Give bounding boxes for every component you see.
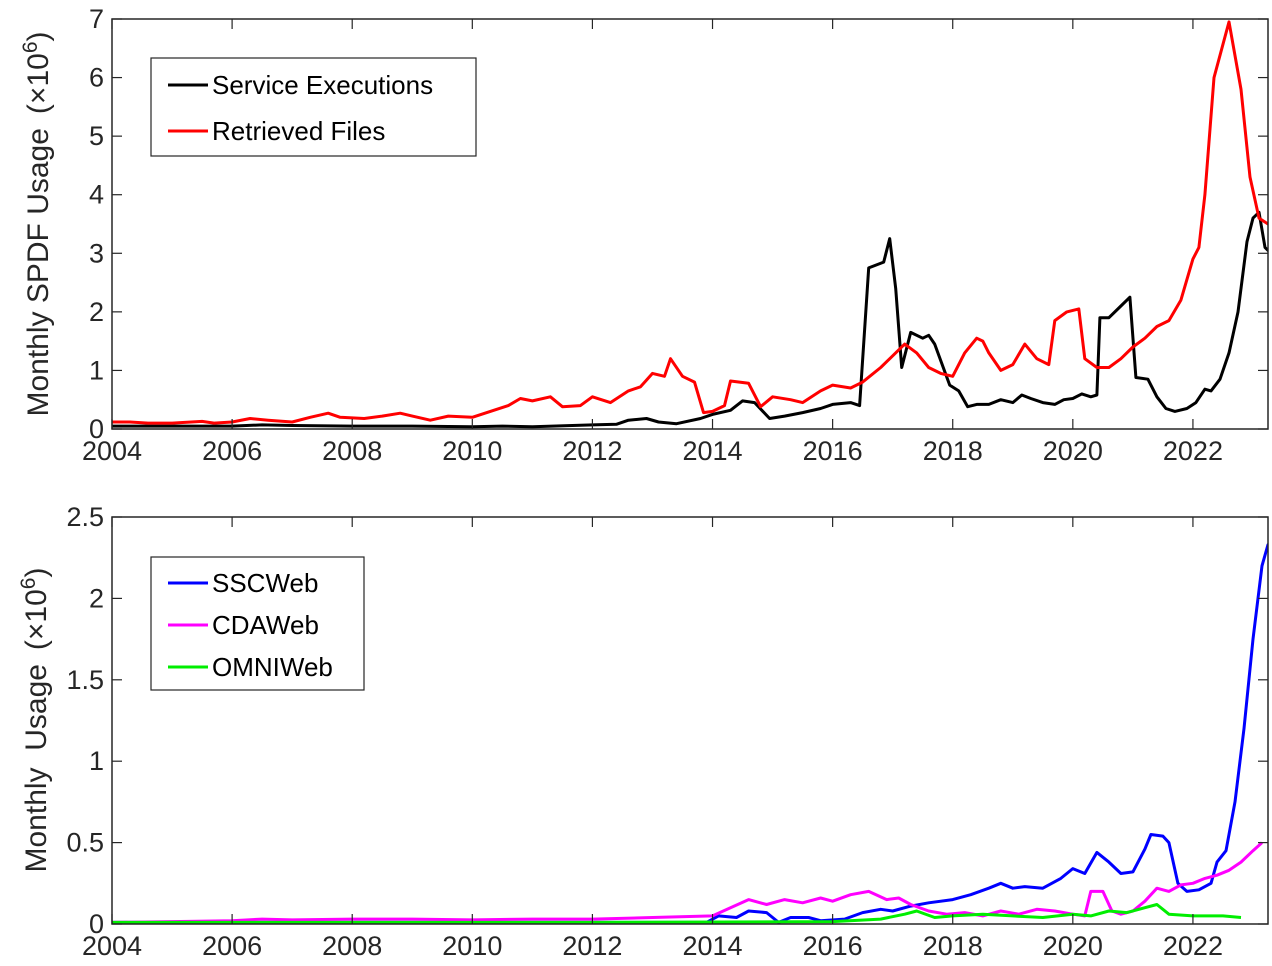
bottom-series-layer: [112, 542, 1268, 924]
top-ticks: 2004 2006 2008 2010 2012 2014 2016 2018 2020 2022…: [82, 4, 1268, 466]
bottom-axes-box: [111, 516, 1269, 925]
top-y-tick-label: 7: [89, 4, 104, 34]
top-y-tick-label: 6: [89, 63, 104, 93]
top-series-service-executions: [112, 210, 1268, 429]
top-y-axis-label-close: ): [22, 31, 55, 41]
top-legend-box: [150, 57, 477, 157]
bottom-series-cdaweb: [112, 841, 1264, 924]
bottom-y-tick-label: 0.5: [66, 828, 104, 858]
top-series-retrieved-files: [112, 20, 1268, 425]
top-x-tick-label: 2016: [803, 436, 863, 466]
bottom-y-tick-label: 0: [89, 909, 104, 939]
top-x-tick-label: 2004: [82, 436, 142, 466]
bottom-x-tick-label: 2008: [322, 931, 382, 961]
bottom-y-axis-label-unit: (×10: [20, 589, 53, 650]
bottom-x-tick-label: 2022: [1163, 931, 1223, 961]
bottom-legend-label-0: SSCWeb: [212, 568, 318, 598]
bottom-legend-label-2: OMNIWeb: [212, 652, 333, 682]
top-x-tick-label: 2010: [442, 436, 502, 466]
top-x-tick-label: 2012: [562, 436, 622, 466]
top-y-tick-label: 2: [89, 297, 104, 327]
bottom-series-omniweb: [112, 903, 1242, 924]
top-x-tick-label: 2022: [1163, 436, 1223, 466]
bottom-y-axis-label-close: ): [20, 567, 53, 577]
top-legend: Service Executions Retrieved Files: [150, 57, 477, 157]
bottom-x-tick-label: 2004: [82, 931, 142, 961]
bottom-y-axis-label-text: Monthly Usage: [20, 664, 53, 872]
bottom-y-axis-label: Monthly Usage (×106): [17, 567, 53, 872]
top-y-axis-label: Monthly SPDF Usage (×106): [19, 31, 55, 416]
top-x-tick-label: 2006: [202, 436, 262, 466]
top-x-tick-label: 2020: [1043, 436, 1103, 466]
top-series-layer: [112, 20, 1268, 429]
top-y-axis-label-exponent: 6: [19, 41, 42, 53]
bottom-y-axis-label-exponent: 6: [17, 577, 40, 589]
top-legend-label-1: Retrieved Files: [212, 116, 385, 146]
top-chart-panel: 2004 2006 2008 2010 2012 2014 2016 2018 2020 2022…: [19, 4, 1269, 466]
bottom-legend-label-1: CDAWeb: [212, 610, 319, 640]
top-y-tick-label: 1: [89, 355, 104, 385]
bottom-chart-panel: 2004 2006 2008 2010 2012 2014 2016 2018 2020 2022…: [17, 502, 1269, 961]
top-y-tick-label: 3: [89, 238, 104, 268]
top-legend-label-0: Service Executions: [212, 70, 433, 100]
bottom-y-tick-label: 2: [89, 583, 104, 613]
bottom-x-tick-label: 2010: [442, 931, 502, 961]
top-y-tick-label: 4: [89, 180, 104, 210]
bottom-legend: SSCWeb CDAWeb OMNIWeb: [150, 556, 365, 691]
top-y-axis-label-text: Monthly SPDF Usage: [22, 128, 55, 416]
top-y-axis-label-unit: (×10: [22, 53, 55, 114]
bottom-x-tick-label: 2020: [1043, 931, 1103, 961]
bottom-x-tick-label: 2014: [682, 931, 742, 961]
top-axes-box: [111, 18, 1269, 430]
top-y-tick-label: 0: [89, 414, 104, 444]
bottom-x-tick-label: 2016: [803, 931, 863, 961]
top-x-tick-label: 2014: [682, 436, 742, 466]
bottom-y-tick-label: 1: [89, 746, 104, 776]
top-x-tick-label: 2008: [322, 436, 382, 466]
bottom-y-tick-label: 2.5: [66, 502, 104, 532]
top-y-tick-label: 5: [89, 121, 104, 151]
bottom-x-tick-label: 2012: [562, 931, 622, 961]
top-x-tick-label: 2018: [923, 436, 983, 466]
bottom-x-tick-label: 2006: [202, 931, 262, 961]
bottom-x-tick-label: 2018: [923, 931, 983, 961]
bottom-ticks: 2004 2006 2008 2010 2012 2014 2016 2018 2020 2022…: [66, 502, 1268, 961]
bottom-y-tick-label: 1.5: [66, 665, 104, 695]
bottom-series-sscweb: [112, 542, 1268, 924]
